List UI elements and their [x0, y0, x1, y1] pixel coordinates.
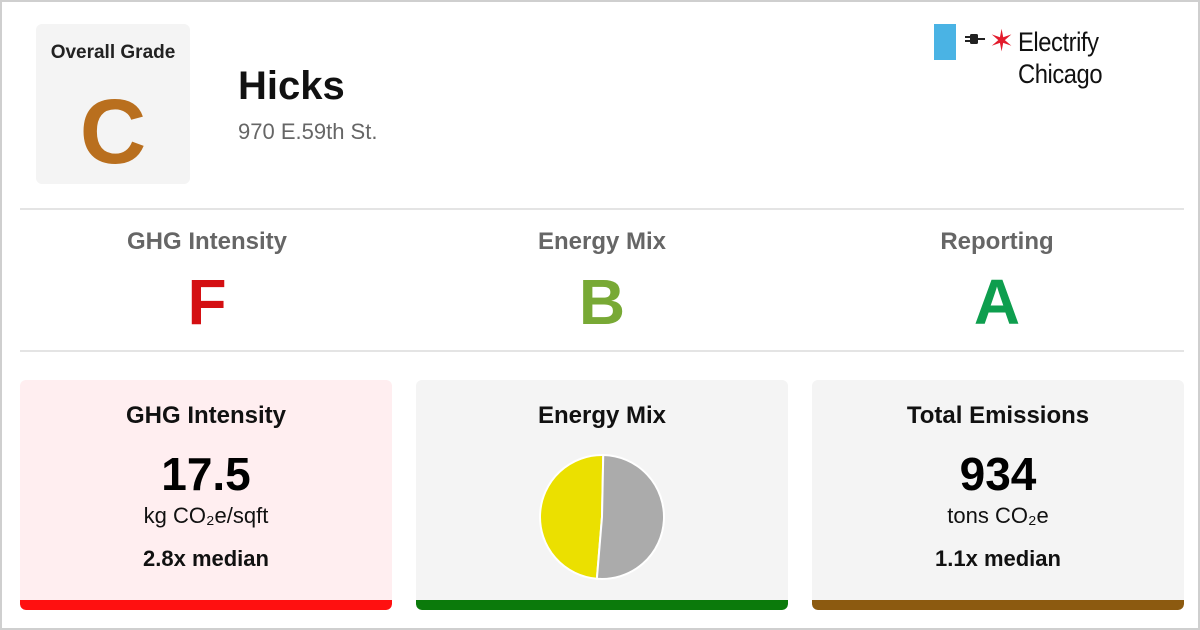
energy-mix-pie-chart	[539, 453, 666, 580]
card-title: GHG Intensity	[125, 402, 287, 429]
sub-grade-letter: A	[973, 266, 1021, 338]
overall-grade-box: Overall Grade C	[36, 24, 190, 184]
total-emissions-card: Total Emissions 934 tons CO₂e 1.1x media…	[812, 380, 1184, 610]
building-name: Hicks	[238, 64, 345, 108]
total-emissions-unit: tons CO₂e	[947, 503, 1049, 528]
card-title: Energy Mix	[537, 402, 667, 429]
logo-text: Electrify Chicago	[1018, 27, 1103, 89]
ghg-intensity-card: GHG Intensity 17.5 kg CO₂e/sqft 2.8x med…	[20, 380, 392, 610]
sub-grade-letter: B	[578, 266, 626, 338]
sub-grade-reporting: Reporting A	[817, 228, 1177, 334]
plug-icon	[964, 28, 986, 56]
overall-grade-letter: C	[79, 81, 147, 183]
card-color-bar	[20, 600, 392, 610]
sub-grade-label: GHG Intensity	[126, 228, 288, 255]
total-emissions-value: 934	[959, 448, 1037, 500]
pie-slice	[595, 453, 666, 580]
total-emissions-median: 1.1x median	[935, 546, 1061, 571]
divider	[20, 350, 1184, 352]
sub-grade-ghg: GHG Intensity F	[27, 228, 387, 334]
overall-grade-label: Overall Grade	[50, 42, 176, 63]
building-address: 970 E.59th St.	[238, 119, 378, 144]
sub-grade-energy-mix: Energy Mix B	[422, 228, 782, 334]
red-star-icon: ✶	[989, 25, 1015, 58]
ghg-intensity-median: 2.8x median	[143, 546, 269, 571]
card-color-bar	[812, 600, 1184, 610]
ghg-intensity-value: 17.5	[161, 448, 251, 500]
pie-slice	[539, 454, 605, 580]
sub-grade-label: Energy Mix	[537, 228, 667, 255]
energy-mix-card: Energy Mix	[416, 380, 788, 610]
sub-grade-letter: F	[187, 266, 227, 338]
chicago-flag-stripe-icon	[934, 24, 956, 60]
ghg-intensity-unit: kg CO₂e/sqft	[143, 503, 269, 528]
sub-grade-label: Reporting	[940, 228, 1054, 255]
divider	[20, 208, 1184, 210]
electrify-chicago-logo[interactable]: ✶ Electrify Chicago	[932, 24, 1182, 89]
card-color-bar	[416, 600, 788, 610]
card-title: Total Emissions	[906, 402, 1090, 429]
